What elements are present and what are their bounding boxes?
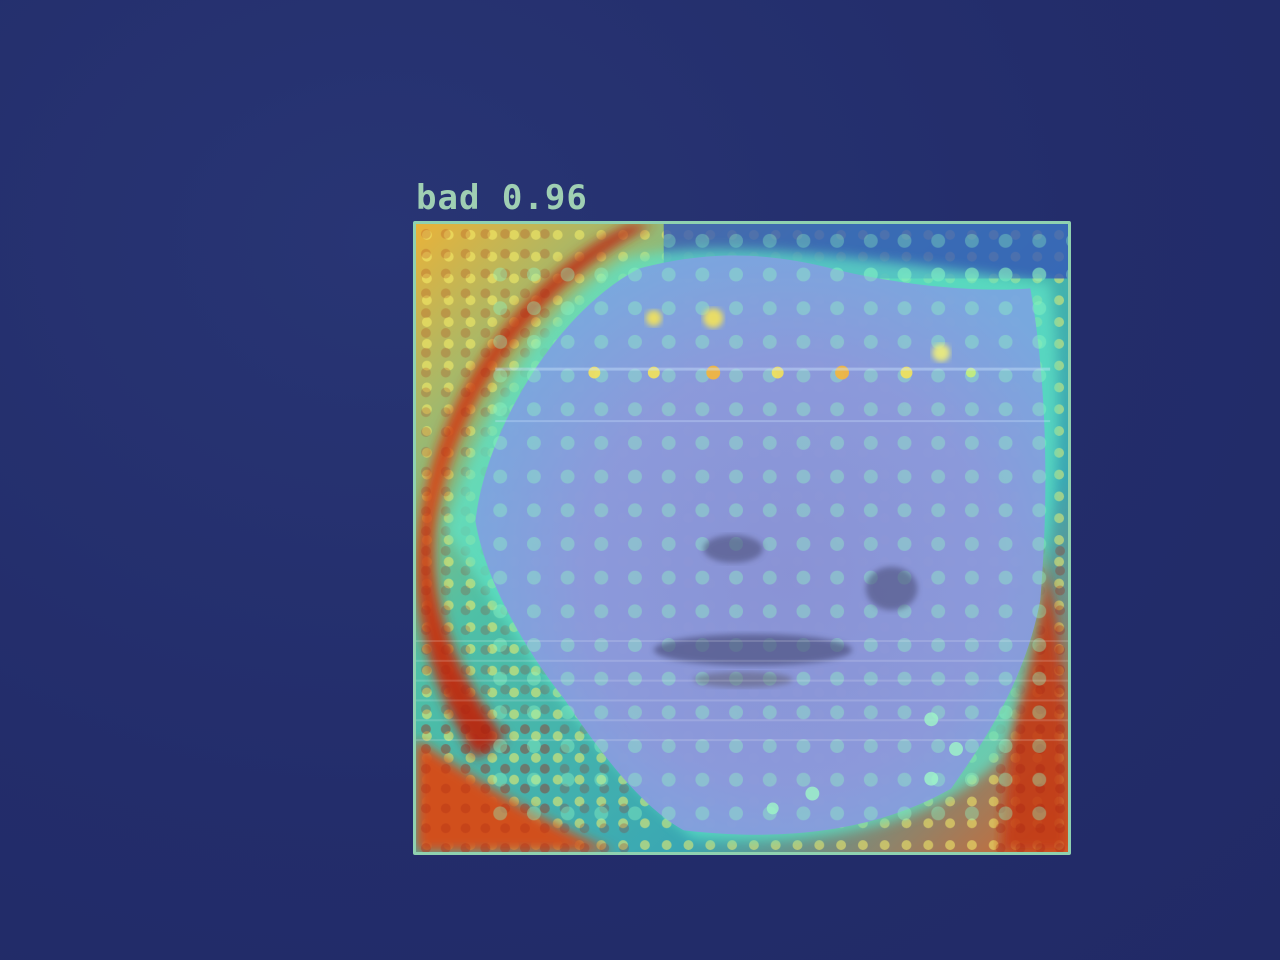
heatmap-overlay bbox=[416, 224, 1068, 852]
detection-class: bad bbox=[416, 178, 481, 218]
detection-confidence: 0.96 bbox=[501, 178, 588, 218]
detection-bounding-box bbox=[413, 221, 1071, 855]
detection-label: bad 0.96 bbox=[416, 178, 588, 218]
